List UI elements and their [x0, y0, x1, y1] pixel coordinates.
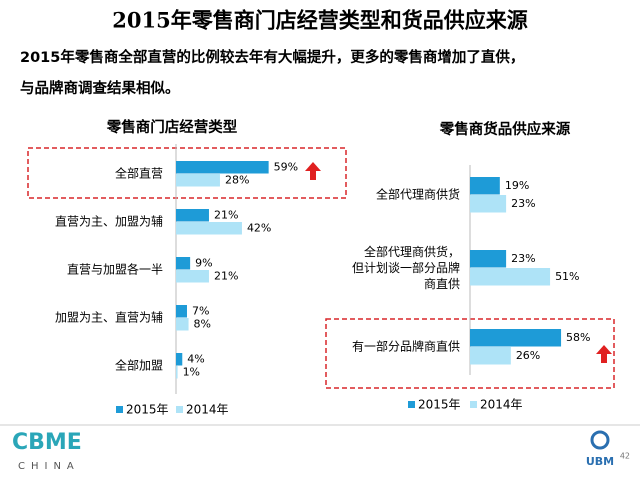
value-label: 7% — [192, 305, 209, 318]
legend-label: 2015年 — [126, 403, 169, 417]
bar — [176, 222, 242, 235]
value-label: 23% — [511, 252, 535, 265]
category-label: 直营与加盟各一半 — [67, 262, 163, 277]
category-label: 全部加盟 — [115, 358, 163, 373]
bar — [470, 250, 507, 268]
bar — [176, 174, 220, 187]
subtitle-line: 与品牌商调查结果相似。 — [20, 79, 180, 97]
bar — [176, 366, 178, 379]
value-label: 8% — [194, 318, 211, 331]
value-label: 26% — [516, 349, 540, 362]
value-label: 28% — [225, 174, 249, 187]
up-arrow — [305, 162, 321, 180]
bar — [176, 161, 269, 174]
value-label: 42% — [247, 222, 271, 235]
bar — [176, 353, 183, 366]
bar — [470, 347, 511, 365]
category-label: 全部代理商供货 — [376, 187, 460, 202]
logo-right-icon — [590, 430, 610, 450]
legend-swatch — [470, 401, 477, 408]
bar — [176, 257, 191, 270]
category-label: 直营为主、加盟为辅 — [55, 215, 163, 229]
legend-label: 2015年 — [418, 398, 461, 412]
legend-swatch — [408, 401, 415, 408]
category-label: 有一部分品牌商直供 — [352, 339, 460, 354]
value-label: 51% — [555, 270, 579, 283]
value-label: 21% — [214, 270, 238, 283]
legend-swatch — [116, 406, 123, 413]
bar — [176, 305, 187, 318]
value-label: 9% — [195, 257, 212, 270]
bar — [470, 329, 562, 347]
value-label: 23% — [511, 197, 535, 210]
chart-title: 零售商门店经营类型 — [106, 118, 238, 136]
bar — [470, 268, 551, 286]
bar — [176, 209, 209, 222]
value-label: 58% — [566, 331, 590, 344]
category-label: 全部代理商供货，但计划谈一部分品牌商直供 — [352, 244, 460, 291]
bar — [470, 177, 500, 195]
slide-title: 2015年零售商门店经营类型和货品供应来源 — [112, 8, 527, 33]
bar — [176, 270, 209, 283]
logo-right: UBM — [586, 455, 614, 468]
legend-swatch — [176, 406, 183, 413]
bar — [176, 318, 189, 331]
value-label: 59% — [274, 161, 298, 174]
value-label: 21% — [214, 209, 238, 222]
category-label: 加盟为主、直营为辅 — [55, 311, 163, 325]
value-label: 4% — [187, 353, 204, 366]
subtitle-line: 2015年零售商全部直营的比例较去年有大幅提升，更多的零售商增加了直供， — [20, 48, 524, 66]
bar — [470, 195, 507, 213]
legend-label: 2014年 — [186, 403, 229, 417]
logo-left: CBME — [12, 430, 82, 455]
up-arrow — [596, 345, 612, 363]
value-label: 1% — [183, 366, 200, 379]
legend-label: 2014年 — [480, 398, 523, 412]
logo-left-sub: CHINA — [18, 461, 80, 472]
category-label: 全部直营 — [115, 166, 163, 181]
chart-title: 零售商货品供应来源 — [439, 120, 571, 138]
page-number: 42 — [620, 452, 630, 461]
value-label: 19% — [505, 179, 529, 192]
